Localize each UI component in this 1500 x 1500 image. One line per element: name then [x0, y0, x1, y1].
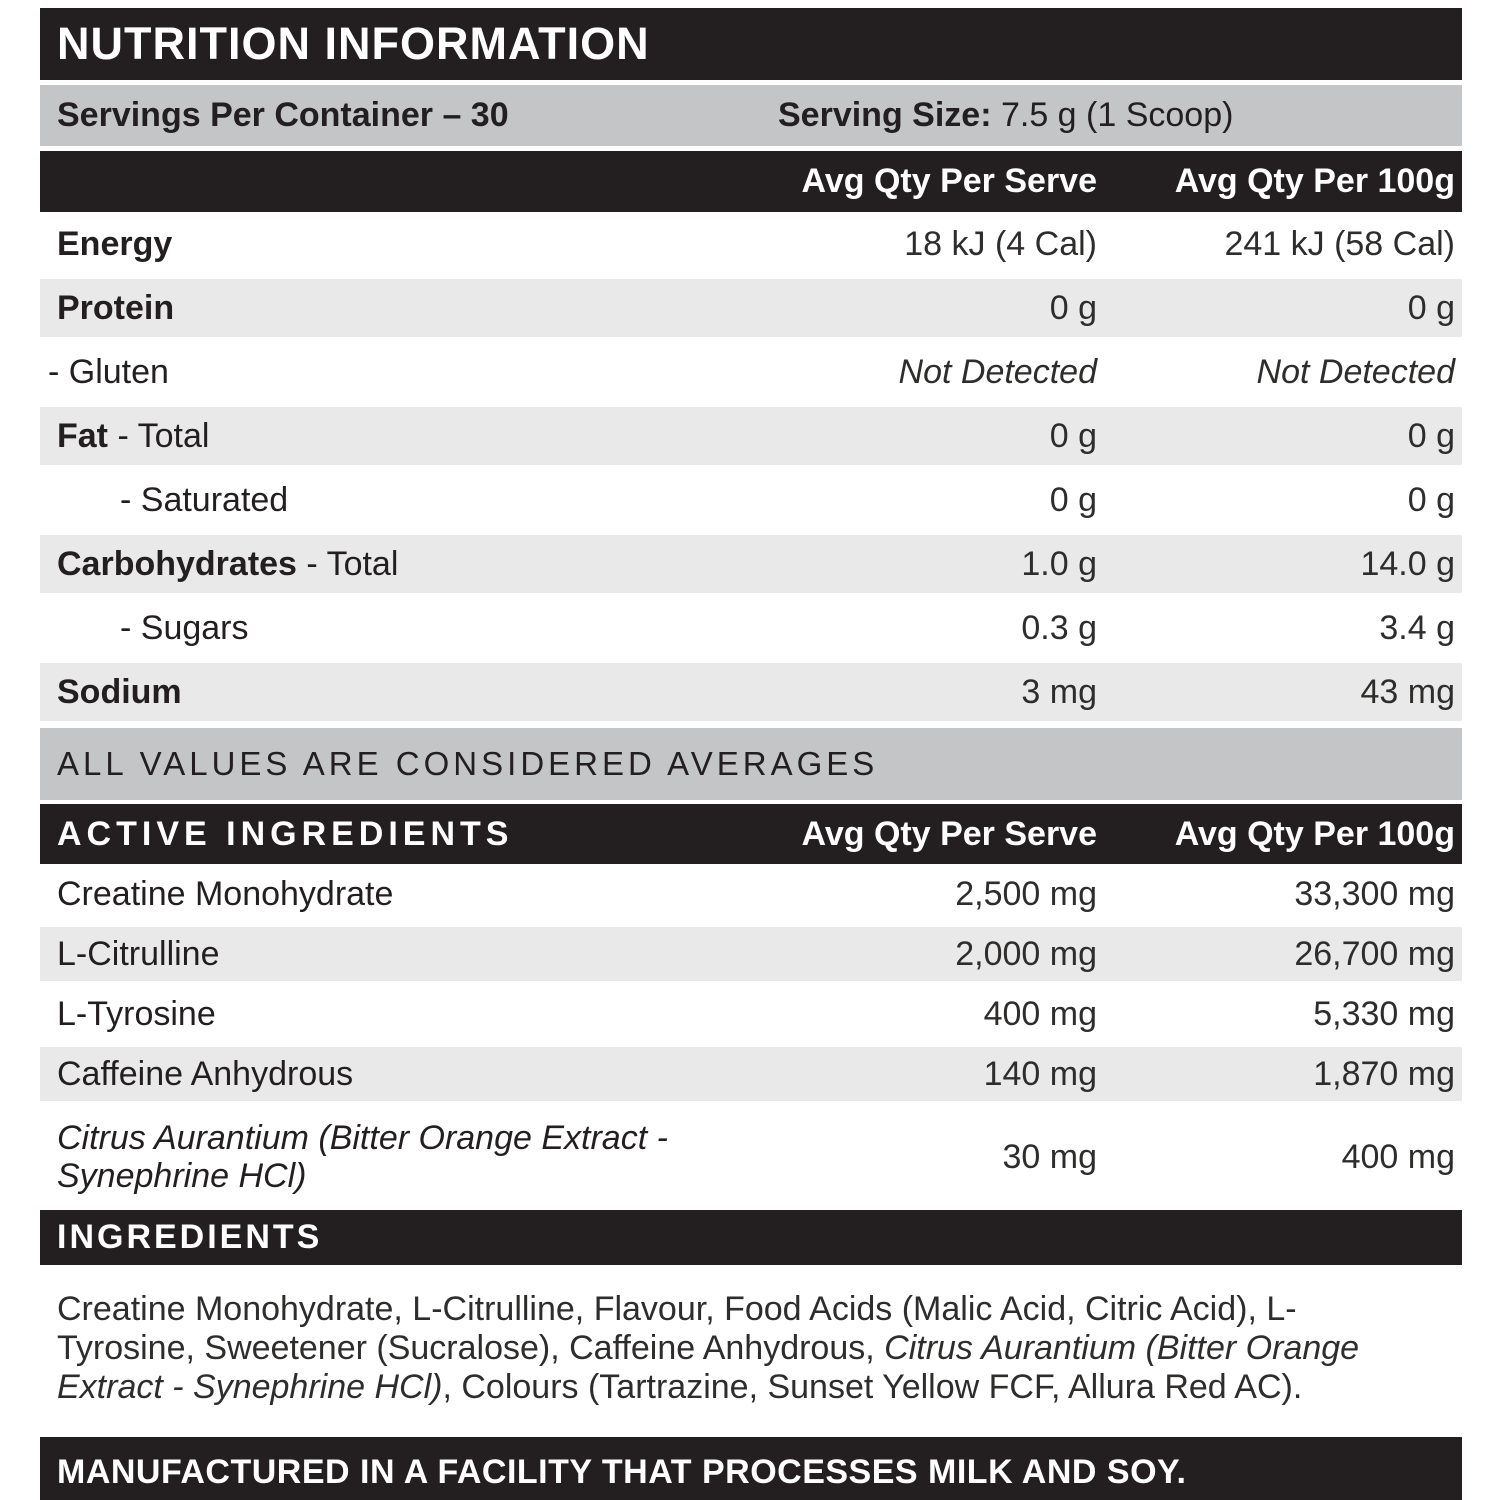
- active-ingredient-row: L-Citrulline 2,000 mg 26,700 mg: [40, 924, 1462, 984]
- nutrition-row: Sodium 3 mg 43 mg: [40, 660, 1462, 724]
- value-per-100g: 5,330 mg: [1313, 994, 1455, 1033]
- column-header-per-serve: Avg Qty Per Serve: [801, 162, 1097, 200]
- value-per-100g: 0 g: [1407, 480, 1455, 519]
- page-title: NUTRITION INFORMATION: [57, 18, 650, 69]
- servings-bar: Servings Per Container – 30 Serving Size…: [40, 85, 1462, 146]
- active-column-per-100g: Avg Qty Per 100g: [1174, 814, 1455, 853]
- active-ingredient-label: L-Tyrosine: [57, 995, 216, 1033]
- value-per-100g: 26,700 mg: [1294, 934, 1455, 973]
- value-per-100g: 400 mg: [1341, 1137, 1455, 1176]
- value-per-100g: 0 g: [1407, 288, 1455, 327]
- nutrition-row: - Sugars 0.3 g 3.4 g: [40, 596, 1462, 660]
- value-per-serve: Not Detected: [898, 352, 1097, 391]
- active-ingredient-label: Creatine Monohydrate: [57, 875, 394, 913]
- active-ingredients-title: ACTIVE INGREDIENTS: [57, 814, 514, 853]
- servings-per-container: Servings Per Container – 30: [57, 96, 509, 134]
- serving-size: Serving Size: 7.5 g (1 Scoop): [778, 96, 1233, 135]
- nutrition-row-label: Protein: [40, 289, 757, 328]
- nutrition-row: - Gluten Not Detected Not Detected: [40, 340, 1462, 404]
- active-ingredient-row: L-Tyrosine 400 mg 5,330 mg: [40, 984, 1462, 1044]
- active-ingredient-label: L-Citrulline: [57, 935, 220, 973]
- value-per-serve: 0 g: [1049, 416, 1097, 455]
- ingredients-segment: Citrus Aurantium (Bitter Orange Extract …: [57, 1329, 1360, 1406]
- active-ingredients-header-bar: ACTIVE INGREDIENTS Avg Qty Per Serve Avg…: [40, 804, 1462, 864]
- value-per-serve: 2,500 mg: [955, 874, 1097, 913]
- value-per-serve: 3 mg: [1021, 672, 1097, 711]
- column-header-per-100g: Avg Qty Per 100g: [1174, 162, 1455, 200]
- value-per-serve: 2,000 mg: [955, 934, 1097, 973]
- averages-note-bar: ALL VALUES ARE CONSIDERED AVERAGES: [40, 728, 1462, 800]
- ingredients-title: INGREDIENTS: [57, 1218, 323, 1256]
- active-ingredient-label: Caffeine Anhydrous: [57, 1055, 354, 1093]
- nutrition-row: Carbohydrates - Total 1.0 g 14.0 g: [40, 532, 1462, 596]
- value-per-serve: 140 mg: [983, 1054, 1097, 1093]
- nutrition-row: Energy 18 kJ (4 Cal) 241 kJ (58 Cal): [40, 212, 1462, 276]
- value-per-serve: 0 g: [1049, 480, 1097, 519]
- value-per-100g: 241 kJ (58 Cal): [1224, 224, 1455, 263]
- ingredients-segment: Creatine Monohydrate, L-Citrulline, Flav…: [57, 1290, 1297, 1367]
- ingredients-paragraph: Creatine Monohydrate, L-Citrulline, Flav…: [40, 1265, 1377, 1407]
- column-header-bar: Avg Qty Per Serve Avg Qty Per 100g: [40, 151, 1462, 212]
- value-per-100g: 43 mg: [1360, 672, 1456, 711]
- averages-note: ALL VALUES ARE CONSIDERED AVERAGES: [57, 745, 879, 782]
- nutrition-row-label-bold: Sodium: [57, 672, 182, 711]
- nutrition-row-label-bold: Fat: [57, 416, 108, 455]
- value-per-serve: 1.0 g: [1021, 544, 1097, 583]
- nutrition-row: Fat - Total 0 g 0 g: [40, 404, 1462, 468]
- value-per-serve: 18 kJ (4 Cal): [904, 224, 1097, 263]
- title-bar: NUTRITION INFORMATION: [40, 8, 1462, 80]
- active-ingredient-row: Caffeine Anhydrous 140 mg 1,870 mg: [40, 1044, 1462, 1104]
- label-content: NUTRITION INFORMATION Servings Per Conta…: [40, 8, 1462, 1500]
- nutrition-row-label: - Saturated: [120, 480, 289, 519]
- value-per-100g: Not Detected: [1256, 352, 1455, 391]
- ingredients-segment: , Colours (Tartrazine, Sunset Yellow FCF…: [442, 1368, 1303, 1406]
- ingredients-header-bar: INGREDIENTS: [40, 1210, 1462, 1265]
- nutrition-row-label: Carbohydrates - Total: [57, 544, 399, 583]
- nutrition-row-label-bold: Energy: [57, 224, 173, 263]
- active-ingredient-row: Creatine Monohydrate 2,500 mg 33,300 mg: [40, 864, 1462, 924]
- value-per-serve: 400 mg: [983, 994, 1097, 1033]
- nutrition-table: Energy 18 kJ (4 Cal) 241 kJ (58 Cal) Protei…: [40, 212, 1462, 724]
- value-per-100g: 33,300 mg: [1294, 874, 1455, 913]
- active-ingredients-table: Creatine Monohydrate 2,500 mg 33,300 mg L-C…: [40, 864, 1462, 1210]
- allergen-notice-bar: MANUFACTURED IN A FACILITY THAT PROCESSE…: [40, 1437, 1462, 1500]
- serving-size-label: Serving Size:: [778, 96, 992, 134]
- nutrition-row-label-bold: Carbohydrates: [57, 544, 297, 583]
- active-ingredient-row: Citrus Aurantium (Bitter Orange Extract …: [40, 1104, 1462, 1210]
- nutrition-row-label: - Sugars: [120, 608, 249, 647]
- value-per-serve: 30 mg: [1002, 1137, 1098, 1176]
- nutrition-row-label: - Gluten: [48, 352, 169, 391]
- active-ingredient-label: Citrus Aurantium (Bitter Orange Extract …: [57, 1119, 668, 1195]
- nutrition-row-label-bold: Protein: [57, 288, 175, 327]
- value-per-100g: 3.4 g: [1379, 608, 1455, 647]
- allergen-notice: MANUFACTURED IN A FACILITY THAT PROCESSE…: [57, 1452, 1187, 1491]
- value-per-100g: 0 g: [1407, 416, 1455, 455]
- nutrition-row: Protein 0 g 0 g: [40, 276, 1462, 340]
- nutrition-row-label: Energy: [40, 225, 757, 264]
- nutrition-row: - Saturated 0 g 0 g: [40, 468, 1462, 532]
- value-per-serve: 0 g: [1049, 288, 1097, 327]
- value-per-100g: 14.0 g: [1360, 544, 1455, 583]
- value-per-100g: 1,870 mg: [1313, 1054, 1455, 1093]
- serving-size-value: 7.5 g (1 Scoop): [1000, 96, 1234, 134]
- nutrition-row-label: Sodium: [40, 673, 757, 712]
- active-column-per-serve: Avg Qty Per Serve: [801, 814, 1097, 853]
- value-per-serve: 0.3 g: [1021, 608, 1097, 647]
- nutrition-row-label: Fat - Total: [57, 416, 210, 455]
